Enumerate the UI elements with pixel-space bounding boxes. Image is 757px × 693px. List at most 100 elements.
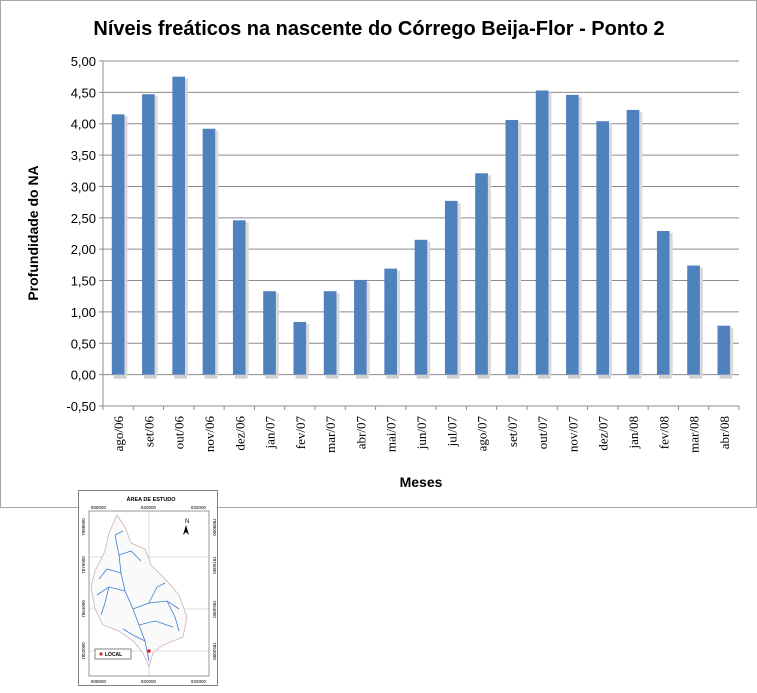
- bar: [384, 268, 398, 375]
- y-tick-label: 5,00: [71, 54, 96, 69]
- map-right-tick: 7864000: [212, 600, 217, 618]
- bar-side: [366, 281, 370, 375]
- bar-shadow: [598, 373, 612, 379]
- bar: [475, 173, 488, 375]
- bar-shadow: [537, 373, 551, 379]
- bar-shadow: [113, 373, 127, 379]
- x-tick-label: fev/08: [656, 416, 671, 449]
- map-bottom-tick: 808000: [91, 679, 107, 684]
- bar-side: [185, 78, 189, 375]
- bar-side: [669, 232, 673, 375]
- north-arrow: N: [183, 519, 189, 535]
- x-tick-label: jun/07: [414, 416, 429, 451]
- bar: [172, 76, 186, 375]
- bar-shadow: [628, 373, 642, 379]
- x-tick-label: dez/06: [232, 416, 247, 451]
- x-tick-label: abr/07: [353, 416, 368, 450]
- study-area-map-svg: ÁREA DE ESTUDO 808000 820000 832000 8080…: [81, 496, 217, 684]
- map-left-tick: 7864000: [81, 600, 86, 618]
- bar-shadow: [446, 373, 460, 379]
- x-tick-label: jan/07: [263, 416, 278, 450]
- bar: [566, 94, 579, 375]
- x-tick-label: fev/07: [293, 416, 308, 450]
- map-left-tick: 7852000: [81, 642, 86, 660]
- bar-side: [336, 293, 340, 375]
- bar: [354, 279, 367, 375]
- map-bottom-tick: 820000: [141, 679, 157, 684]
- x-tick-label: nov/06: [202, 416, 217, 453]
- bar-shadow: [265, 373, 278, 379]
- bar-chart: Níveis freáticos na nascente do Córrego …: [25, 18, 740, 490]
- bar-side: [457, 202, 461, 375]
- watershed-boundary: [90, 514, 188, 669]
- bar-shadow: [325, 373, 339, 379]
- bar: [111, 114, 125, 375]
- bar-side: [275, 293, 279, 375]
- bar-shadow: [658, 373, 672, 379]
- bar: [414, 239, 428, 375]
- bar: [202, 128, 216, 375]
- x-tick-label: mai/07: [384, 416, 399, 453]
- x-tick-label: out/07: [535, 416, 550, 450]
- x-tick-label: ago/07: [475, 416, 490, 452]
- bar: [142, 94, 155, 375]
- map-left-tick: 7876000: [81, 556, 86, 574]
- x-tick-label: out/06: [172, 416, 187, 450]
- bar-side: [306, 323, 310, 375]
- map-left-tick: 7888000: [81, 518, 86, 536]
- map-right-tick: 7876000: [212, 556, 217, 574]
- bar: [444, 200, 458, 375]
- x-axis-label: Meses: [400, 474, 443, 490]
- legend-marker: [99, 652, 103, 656]
- bar: [232, 220, 246, 375]
- y-tick-label: 3,50: [71, 148, 96, 163]
- x-tick-label: dez/07: [596, 416, 611, 451]
- y-tick-label: 4,00: [71, 117, 96, 132]
- river-network: [96, 530, 180, 662]
- bar-side: [154, 96, 158, 375]
- y-tick-label: 0,00: [71, 368, 96, 383]
- bar-shadow: [356, 373, 369, 379]
- x-tick-label: nov/07: [565, 416, 580, 453]
- x-tick-label: mar/08: [687, 416, 702, 453]
- bar-shadow: [144, 373, 157, 379]
- bar-side: [639, 111, 643, 375]
- x-tick-label: set/06: [141, 416, 156, 448]
- bar: [263, 291, 276, 375]
- bar: [535, 90, 549, 375]
- bar-shadow: [477, 373, 490, 379]
- bar-side: [609, 123, 613, 375]
- bar-shadow: [689, 373, 702, 379]
- bar-side: [518, 121, 522, 375]
- y-tick-label: 2,50: [71, 211, 96, 226]
- bar-side: [245, 222, 249, 375]
- x-tick-label: jan/08: [626, 416, 641, 450]
- bar-shadow: [568, 373, 581, 379]
- bar-side: [548, 92, 552, 375]
- x-tick-label: ago/06: [111, 416, 126, 452]
- x-tick-label: mar/07: [323, 416, 338, 453]
- bar-shadow: [507, 373, 521, 379]
- y-tick-label: 1,00: [71, 305, 96, 320]
- bar-side: [578, 96, 582, 375]
- bar-side: [730, 327, 734, 375]
- bar-side: [487, 175, 491, 375]
- bar-side: [124, 116, 128, 375]
- x-tick-label: set/07: [505, 416, 520, 448]
- y-axis-label: Profundidade do NA: [25, 165, 41, 300]
- y-tick-label: 0,50: [71, 336, 96, 351]
- map-top-tick: 820000: [141, 505, 157, 510]
- y-tick-label: 2,00: [71, 242, 96, 257]
- bar-shadow: [416, 373, 430, 379]
- bar: [596, 121, 610, 375]
- y-tick-label: 3,00: [71, 179, 96, 194]
- y-tick-label: 4,50: [71, 85, 96, 100]
- bar: [505, 119, 519, 375]
- bar: [687, 265, 700, 375]
- map-top-tick: 832000: [191, 505, 207, 510]
- bar-shadow: [174, 373, 188, 379]
- map-bottom-tick: 832000: [191, 679, 207, 684]
- bar-shadow: [386, 373, 400, 379]
- bar-shadow: [295, 373, 309, 379]
- bar-shadow: [204, 373, 218, 379]
